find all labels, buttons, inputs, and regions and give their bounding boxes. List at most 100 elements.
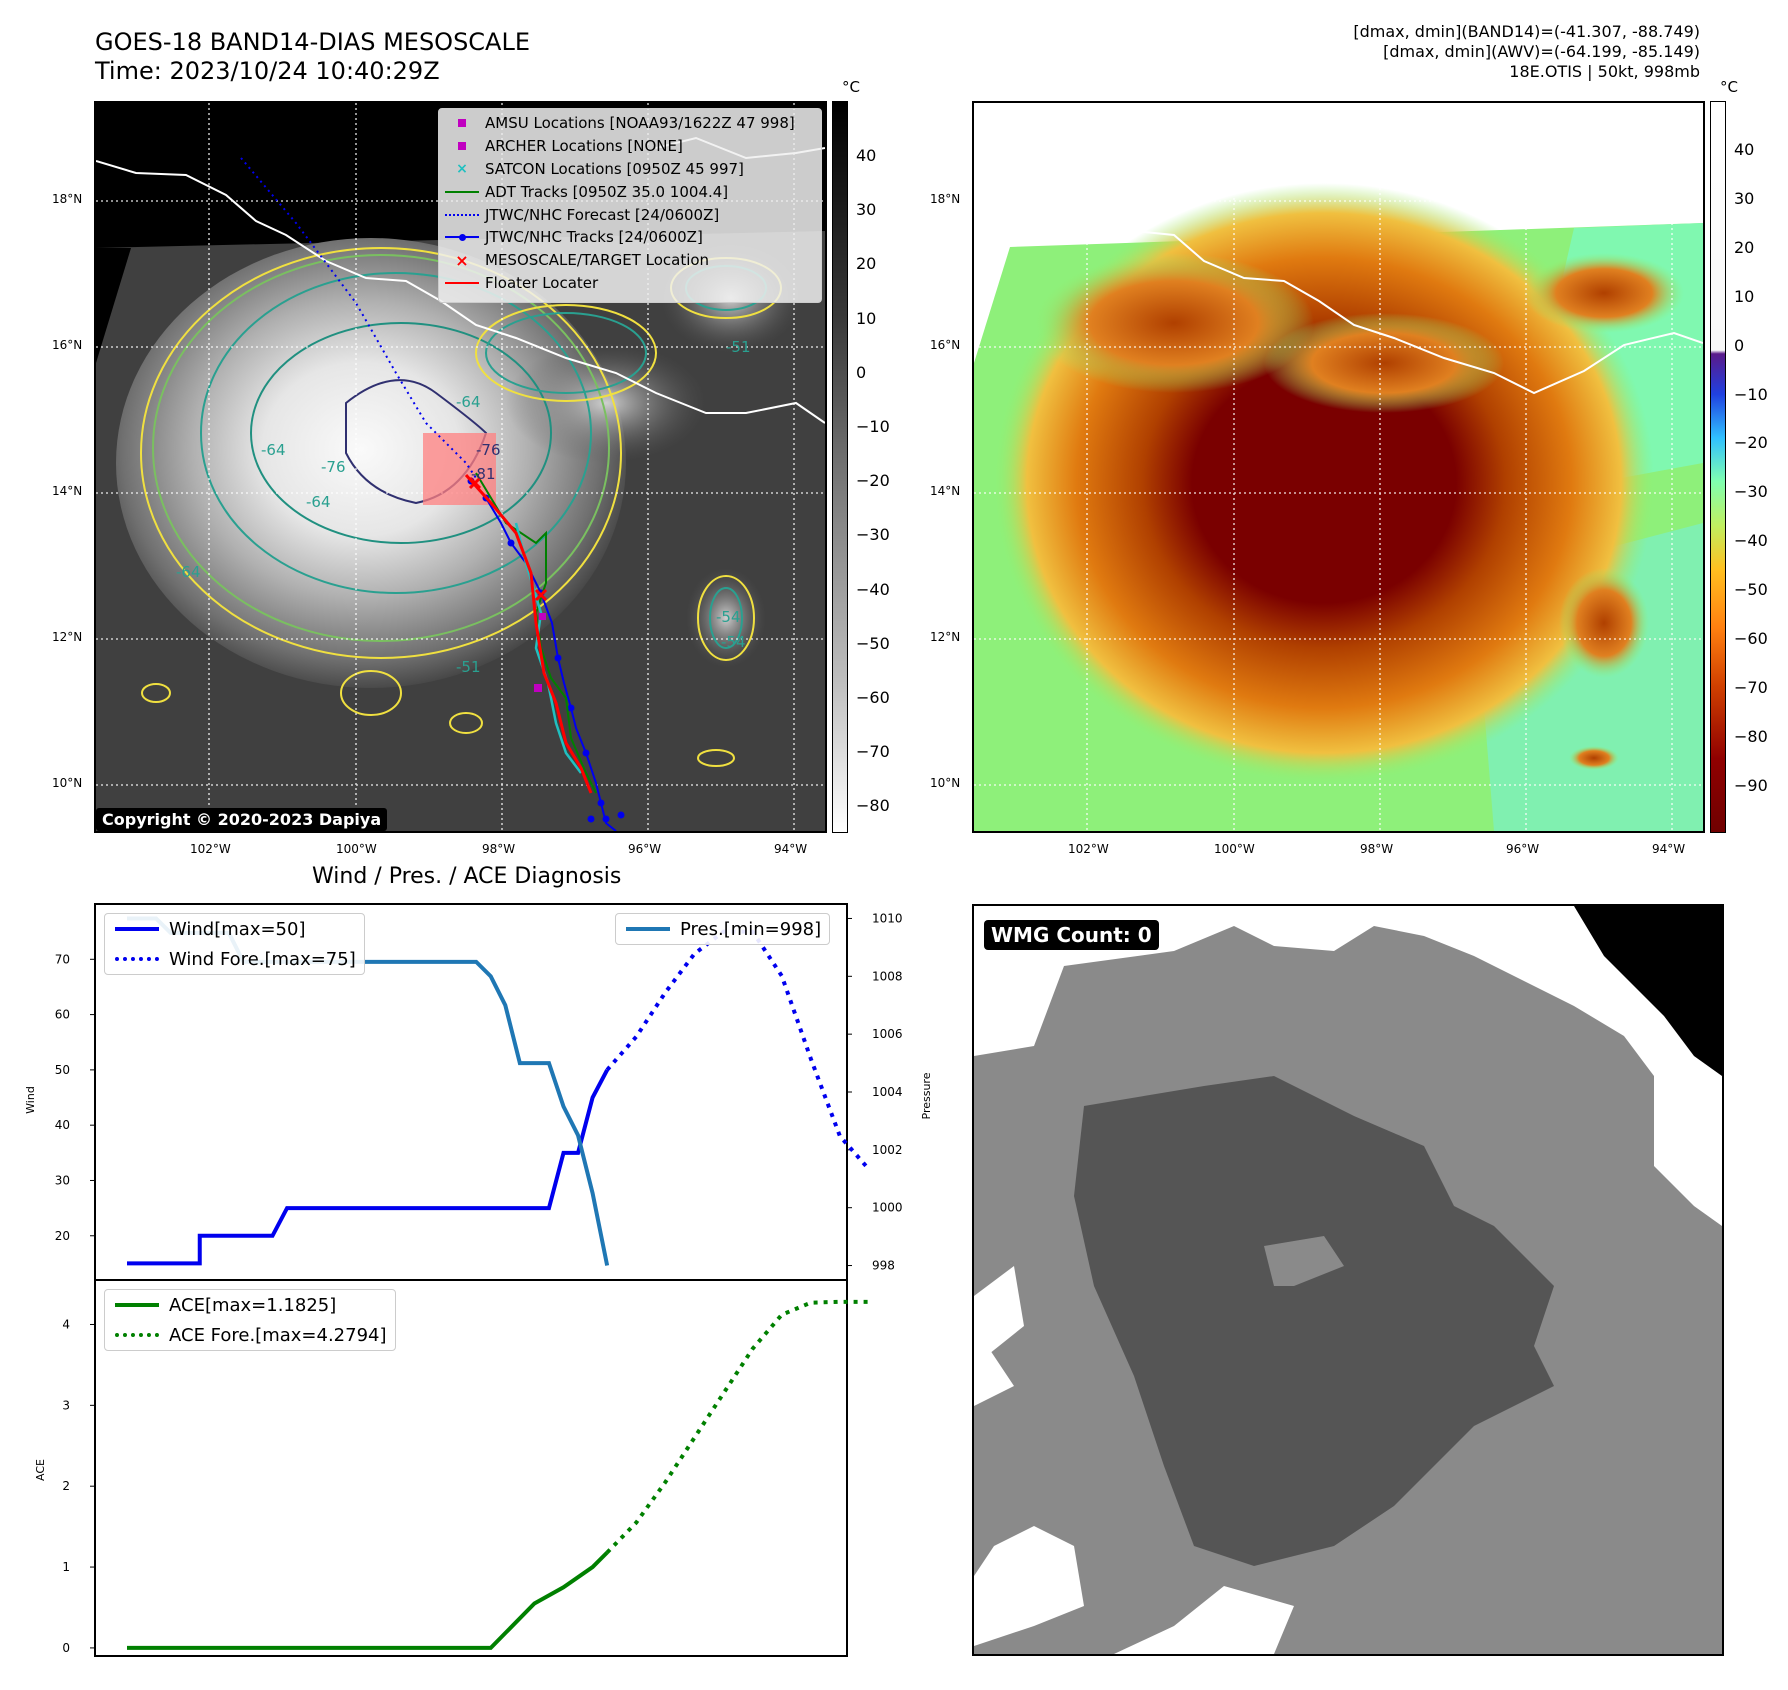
lat-tick: 14°N bbox=[930, 484, 961, 498]
wind-series bbox=[127, 1068, 609, 1266]
colorbar1-unit: °C bbox=[842, 78, 860, 96]
lon-tick: 100°W bbox=[336, 842, 377, 856]
colorbar-tick: 10 bbox=[856, 308, 877, 328]
line-marker-icon bbox=[626, 927, 670, 931]
lon-tick: 98°W bbox=[1360, 842, 1394, 856]
chart-time: Time: 2023/10/24 10:40:29Z bbox=[95, 57, 440, 85]
lat-tick: 10°N bbox=[52, 776, 83, 790]
ace-tick-label: 0 bbox=[62, 1641, 70, 1655]
contour-label: -76 bbox=[321, 458, 346, 476]
colorbar-tick: −50 bbox=[856, 633, 890, 653]
pressure-tick-label: 1006 bbox=[872, 1027, 903, 1041]
colorbar-tick: 20 bbox=[856, 254, 877, 274]
colorbar-tick: −20 bbox=[856, 471, 890, 491]
wind-forecast-series bbox=[605, 929, 871, 1171]
colorbar2-unit: °C bbox=[1720, 78, 1738, 96]
lat-tick: 18°N bbox=[930, 192, 961, 206]
x-marker-icon: × bbox=[456, 160, 468, 177]
ace-legend: ACE[max=1.1825] ACE Fore.[max=4.2794] bbox=[104, 1289, 396, 1351]
legend-item-adt: ADT Tracks [0950Z 35.0 1004.4] bbox=[439, 180, 821, 203]
colorbar-tick: −30 bbox=[1734, 482, 1768, 502]
ace-axis-label: ACE bbox=[34, 1459, 47, 1481]
square-marker-icon bbox=[458, 119, 466, 128]
chart-title: GOES-18 BAND14-DIAS MESOSCALE bbox=[95, 28, 531, 56]
contour-label: -51 bbox=[726, 338, 751, 356]
colorbar-tick: −10 bbox=[856, 417, 890, 436]
pressure-axis-label: Pressure bbox=[920, 1072, 933, 1119]
colorbar-tick: 40 bbox=[856, 146, 877, 165]
diagnosis-chart: 20 30 40 50 60 70 998 1000 1002 1004 1006 1008 1010 0… bbox=[24, 903, 933, 1657]
colorbar-tick: −10 bbox=[1734, 384, 1768, 404]
pressure-tick-label: 1000 bbox=[872, 1201, 903, 1215]
line-marker-icon bbox=[445, 281, 479, 284]
wind-tick-label: 50 bbox=[55, 1063, 70, 1077]
colorbar-tick: −30 bbox=[856, 525, 890, 545]
ir-map-panel: -64 -76 -76 -81 -64 -54 -54 -51 -64 -64 … bbox=[94, 101, 827, 833]
wind-tick-label: 40 bbox=[55, 1118, 70, 1132]
contour-label: -76 bbox=[476, 441, 501, 459]
lat-tick: 14°N bbox=[52, 484, 83, 498]
legend-item-jtwc: JTWC/NHC Tracks [24/0600Z] bbox=[439, 226, 821, 249]
wmg-dark-corner bbox=[1574, 906, 1722, 1076]
pressure-tick-label: 1002 bbox=[872, 1143, 903, 1157]
awv-map-canvas bbox=[974, 103, 1703, 831]
map-legend: AMSU Locations [NOAA93/1622Z 47 998] ARC… bbox=[438, 108, 822, 303]
pressure-tick-label: 1008 bbox=[872, 969, 903, 983]
lat-tick: 10°N bbox=[930, 776, 961, 790]
lat-tick: 16°N bbox=[930, 338, 961, 352]
ace-tick-label: 1 bbox=[62, 1560, 70, 1574]
square-marker-icon bbox=[458, 142, 466, 151]
line-marker-icon bbox=[115, 1303, 159, 1307]
contour-label: -64 bbox=[176, 563, 201, 581]
colorbar-tick: −40 bbox=[1734, 531, 1768, 551]
wind-tick-label: 70 bbox=[55, 952, 70, 966]
lon-tick: 96°W bbox=[1506, 842, 1540, 856]
wmg-core-layer bbox=[1074, 1076, 1554, 1566]
legend-wind-forecast: Wind Fore.[max=75] bbox=[105, 944, 364, 974]
ace-tick-label: 3 bbox=[62, 1398, 70, 1412]
legend-item-amsu: AMSU Locations [NOAA93/1622Z 47 998] bbox=[439, 112, 821, 135]
awv-stats: [dmax, dmin](AWV)=(-64.199, -85.149) bbox=[1383, 42, 1700, 61]
wind-axis-label: Wind bbox=[24, 1086, 37, 1114]
colorbar-tick: −80 bbox=[1734, 726, 1768, 746]
colorbar-tick: 30 bbox=[1734, 188, 1755, 208]
legend-wind: Wind[max=50] bbox=[105, 914, 364, 944]
ace-series bbox=[127, 1551, 609, 1650]
ace-forecast-series bbox=[605, 1299, 870, 1554]
copyright-badge: Copyright © 2020-2023 Dapiya bbox=[96, 808, 388, 831]
lon-tick: 100°W bbox=[1214, 842, 1255, 856]
ace-axes-frame bbox=[94, 1279, 848, 1657]
lon-tick: 94°W bbox=[774, 842, 808, 856]
lon-tick: 98°W bbox=[482, 842, 516, 856]
diagnosis-title: Wind / Pres. / ACE Diagnosis bbox=[312, 864, 622, 889]
wind-tick-label: 60 bbox=[55, 1008, 70, 1022]
colorbar-tick: −20 bbox=[1734, 433, 1768, 453]
contour-label: -54 bbox=[721, 633, 746, 651]
wind-tick-label: 30 bbox=[55, 1173, 70, 1187]
band14-stats: [dmax, dmin](BAND14)=(-41.307, -88.749) bbox=[1353, 22, 1700, 41]
legend-ace: ACE[max=1.1825] bbox=[105, 1290, 395, 1320]
colorbar-tick: 0 bbox=[856, 362, 867, 382]
floater-track bbox=[464, 474, 593, 794]
wmg-panel: WMG Count: 0 bbox=[972, 904, 1724, 1656]
forecast-track bbox=[240, 157, 477, 479]
colorbar-tick: −70 bbox=[856, 742, 890, 762]
dotted-line-icon bbox=[115, 1333, 159, 1337]
legend-item-forecast: JTWC/NHC Forecast [24/0600Z] bbox=[439, 203, 821, 226]
colorbar-tick: 0 bbox=[1734, 335, 1745, 355]
lat-tick: 18°N bbox=[52, 192, 83, 206]
colorbar-tick: −90 bbox=[1734, 775, 1768, 795]
dotted-line-icon bbox=[115, 957, 159, 961]
colorbar-tick: 40 bbox=[1734, 140, 1755, 159]
wind-legend: Wind[max=50] Wind Fore.[max=75] bbox=[104, 913, 365, 975]
colorbar-tick: −60 bbox=[856, 688, 890, 707]
contour-label: -64 bbox=[456, 393, 481, 411]
lon-tick: 102°W bbox=[190, 842, 231, 856]
wind-tick-label: 20 bbox=[55, 1229, 70, 1243]
line-marker-icon bbox=[115, 927, 159, 931]
contour-label: -81 bbox=[471, 465, 496, 483]
colorbar-tick: −50 bbox=[1734, 580, 1768, 600]
colorbar2 bbox=[1710, 101, 1726, 833]
colorbar-tick: 30 bbox=[856, 200, 877, 220]
coastline bbox=[1133, 230, 1703, 395]
